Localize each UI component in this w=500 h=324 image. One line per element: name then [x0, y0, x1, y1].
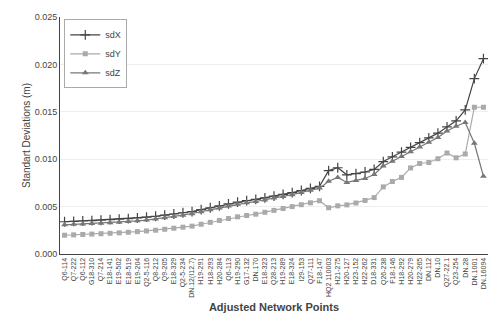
svg-text:0.025: 0.025 [35, 12, 58, 22]
svg-text:Adjusted Network Points: Adjusted Network Points [209, 301, 339, 313]
svg-text:Q9-205: Q9-205 [161, 258, 169, 281]
svg-text:DN.28: DN.28 [462, 258, 469, 278]
svg-text:0.010: 0.010 [35, 154, 58, 164]
svg-text:DN.12(I12.7): DN.12(I12.7) [188, 258, 196, 298]
svg-text:Q26-238: Q26-238 [380, 258, 388, 285]
svg-text:H19-291: H19-291 [197, 258, 204, 285]
svg-text:Q7-222: Q7-222 [70, 258, 78, 281]
svg-text:DN.10: DN.10 [434, 258, 441, 278]
svg-text:H20-284: H20-284 [216, 258, 223, 285]
svg-text:Standart Deviations (m): Standart Deviations (m) [21, 83, 32, 188]
svg-text:sdZ: sdZ [105, 68, 121, 78]
svg-text:Q2-5-234: Q2-5-234 [179, 258, 187, 288]
svg-text:Q23-254: Q23-254 [452, 258, 460, 285]
svg-text:H18-292: H18-292 [398, 258, 405, 285]
svg-text:H18-293: H18-293 [207, 258, 214, 285]
svg-text:H20-279: H20-279 [407, 258, 414, 285]
svg-text:H23-152: H23-152 [352, 258, 359, 285]
svg-text:H19-290: H19-290 [234, 258, 241, 285]
svg-text:Q27-22.1: Q27-22.1 [443, 258, 451, 287]
svg-text:E18-141: E18-141 [106, 258, 113, 285]
svg-text:Q6-113: Q6-113 [225, 258, 233, 281]
svg-text:G17-132: G17-132 [243, 258, 250, 285]
svg-text:Q6-112: Q6-112 [79, 258, 87, 281]
svg-text:I29-153: I29-153 [298, 258, 305, 282]
svg-text:DN.170: DN.170 [252, 258, 259, 282]
svg-text:Q2-5-116: Q2-5-116 [143, 258, 151, 287]
svg-text:Q27-111: Q27-111 [307, 258, 315, 284]
svg-text:0.000: 0.000 [35, 249, 58, 259]
svg-text:0.020: 0.020 [35, 60, 58, 70]
svg-text:F18-146: F18-146 [389, 258, 396, 284]
svg-text:E19-204: E19-204 [134, 258, 141, 285]
svg-text:E18-323: E18-323 [261, 258, 268, 285]
svg-text:F18-147: F18-147 [316, 258, 323, 284]
svg-text:E18-519: E18-519 [125, 258, 132, 285]
svg-text:HQ2 110003: HQ2 110003 [325, 258, 333, 297]
svg-text:Q6-114: Q6-114 [61, 258, 69, 281]
svg-text:D18-331: D18-331 [370, 258, 377, 285]
svg-text:Q7-214: Q7-214 [97, 258, 105, 281]
svg-text:Q8-212: Q8-212 [152, 258, 160, 281]
svg-text:G18-310: G18-310 [88, 258, 95, 285]
svg-text:DN.1001: DN.1001 [471, 258, 478, 286]
svg-text:sdX: sdX [105, 30, 121, 40]
svg-text:E19-502: E19-502 [115, 258, 122, 285]
svg-text:H22-265: H22-265 [416, 258, 423, 285]
svg-text:H22-262: H22-262 [361, 258, 368, 285]
svg-text:E18-324: E18-324 [288, 258, 295, 285]
svg-text:H21-275: H21-275 [334, 258, 341, 285]
svg-text:DN.16094: DN.16094 [480, 258, 487, 290]
svg-text:H19-289: H19-289 [279, 258, 286, 285]
svg-text:sdY: sdY [105, 49, 121, 59]
svg-text:0.005: 0.005 [35, 202, 58, 212]
svg-text:Q28-213: Q28-213 [270, 258, 278, 285]
svg-text:E18-329: E18-329 [170, 258, 177, 285]
svg-text:H20-127: H20-127 [343, 258, 350, 285]
svg-text:DN.112: DN.112 [425, 258, 432, 281]
svg-text:0.015: 0.015 [35, 107, 58, 117]
